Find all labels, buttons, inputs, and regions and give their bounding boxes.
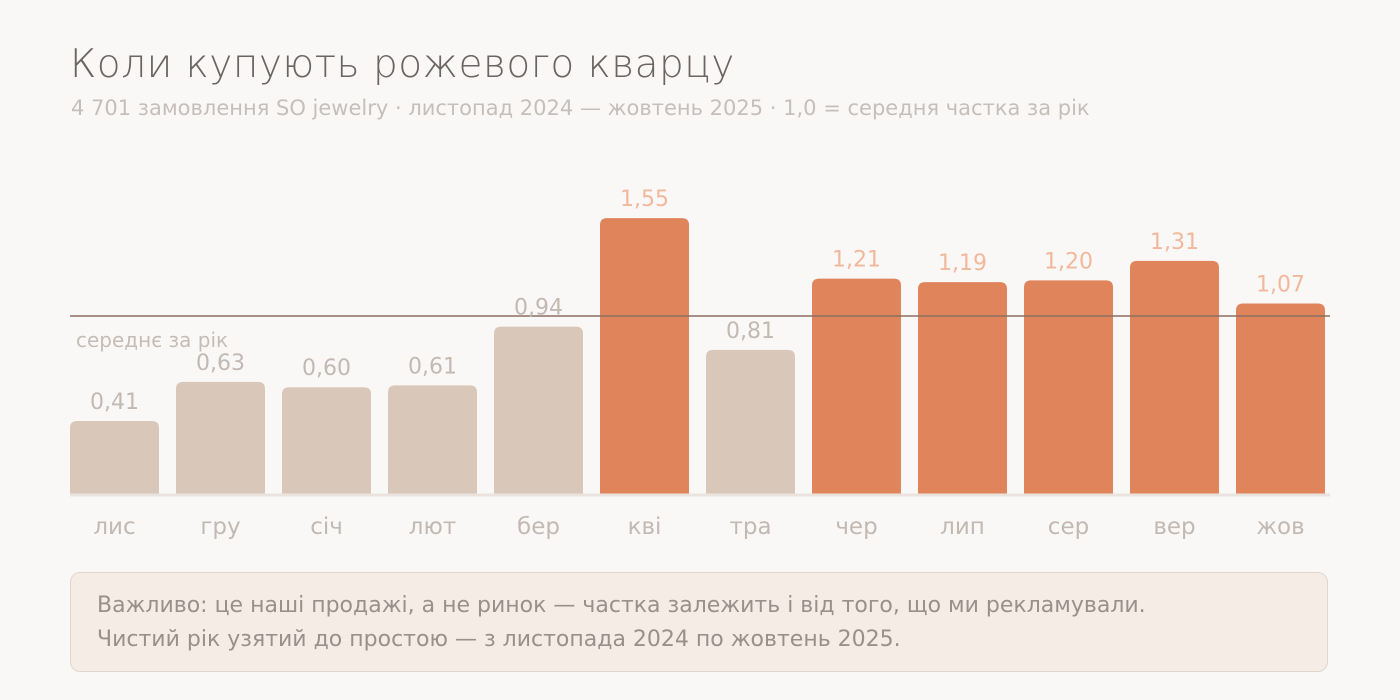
x-tick-label: чер [835, 514, 877, 540]
chart-subtitle: 4 701 замовлення SO jewelry · листопад 2… [71, 96, 1090, 120]
x-tick-label: сер [1048, 514, 1089, 540]
bar-вер [1130, 260, 1219, 494]
x-tick-label: січ [310, 514, 343, 540]
value-label: 0,41 [90, 390, 139, 415]
value-label: 1,21 [832, 248, 881, 273]
value-label: 1,19 [938, 251, 987, 276]
x-tick-label: вер [1153, 514, 1195, 540]
value-label: 0,94 [514, 296, 563, 321]
x-tick-label: гру [200, 514, 240, 540]
note-line-2: Чистий рік узятий до простою — з листопа… [97, 627, 901, 652]
value-label: 1,31 [1150, 230, 1199, 255]
x-tick-label: лип [940, 514, 985, 540]
value-label: 1,55 [620, 187, 669, 212]
bar-лис [70, 421, 159, 494]
x-tick-label: жов [1256, 514, 1304, 540]
x-tick-label: кві [628, 514, 662, 540]
value-label: 0,60 [302, 356, 351, 381]
chart-title: Коли купують рожевого кварцу [70, 42, 735, 87]
x-tick-label: тра [729, 514, 771, 540]
bar-сер [1024, 280, 1113, 494]
x-tick-label: бер [517, 514, 560, 540]
x-tick-label: лют [409, 514, 456, 540]
bar-тра [706, 349, 795, 494]
bar-бер [494, 326, 583, 494]
note-line-1: Важливо: це наші продажі, а не ринок — ч… [97, 593, 1146, 618]
bar-чер [812, 278, 901, 494]
value-label: 1,20 [1044, 249, 1093, 274]
bar-січ [282, 387, 371, 494]
value-label: 0,81 [726, 319, 775, 344]
bar-кві [600, 218, 689, 494]
average-reference-label: середнє за рік [76, 328, 228, 352]
disclaimer-note: Важливо: це наші продажі, а не ринок — ч… [70, 572, 1328, 672]
value-label: 1,07 [1256, 273, 1305, 298]
bar-жов [1236, 303, 1325, 494]
bar-лют [388, 385, 477, 494]
bar-лип [918, 282, 1007, 494]
value-label: 0,61 [408, 354, 457, 379]
x-tick-label: лис [93, 514, 135, 540]
value-label: 0,63 [196, 351, 245, 376]
bar-гру [176, 381, 265, 494]
